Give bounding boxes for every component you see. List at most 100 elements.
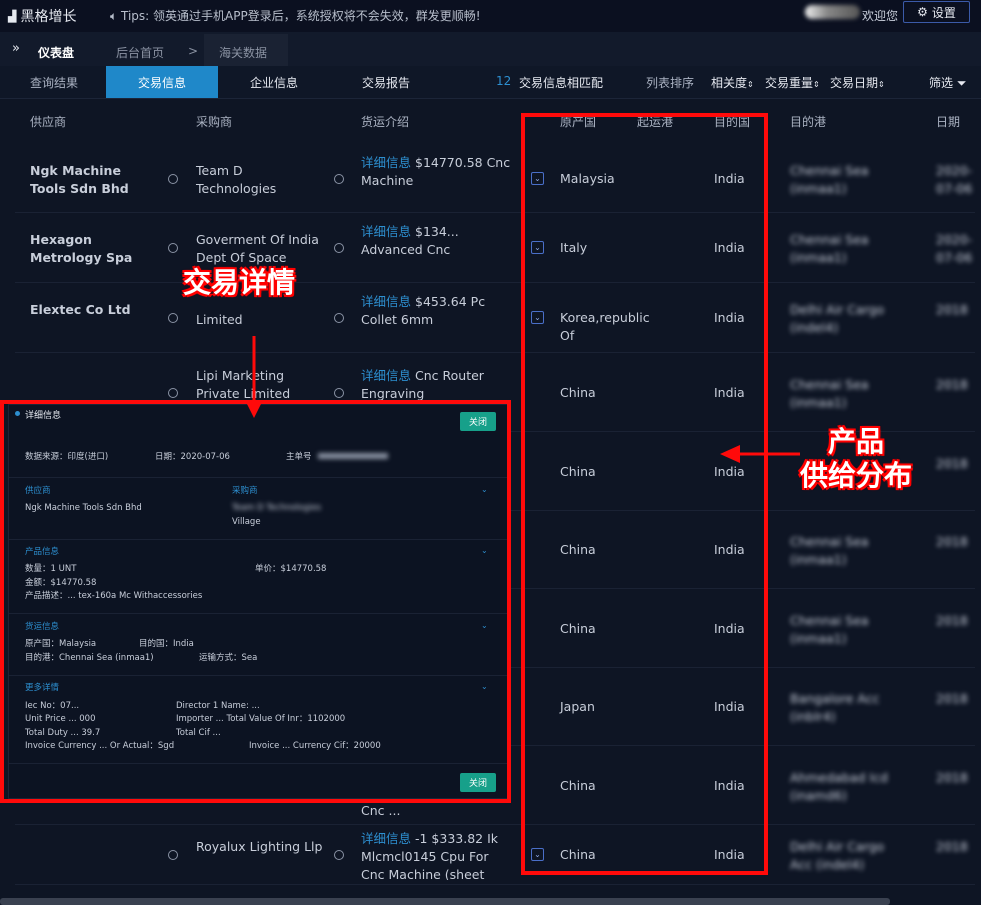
sort-icon: ⇕ xyxy=(878,80,885,89)
destination-country: 目的国：India xyxy=(139,639,194,649)
search-icon[interactable] xyxy=(334,850,344,860)
origin-country: China xyxy=(560,463,596,479)
table-row[interactable] xyxy=(15,746,975,825)
search-icon[interactable] xyxy=(334,243,344,253)
tab-company-info[interactable]: 企业信息 xyxy=(249,75,298,90)
arrow-left-head xyxy=(720,445,740,463)
speaker-icon: 🔈︎ xyxy=(110,9,122,23)
breadcrumb-separator: > xyxy=(188,44,199,58)
buyer-name[interactable]: Goverment Of India Dept Of Space xyxy=(196,232,319,265)
expand-row-icon[interactable]: ⌄ xyxy=(531,311,544,324)
shipment-description: $453.64 Pc Collet 6mm xyxy=(361,294,486,327)
more-iec: Iec No：07... xyxy=(25,701,80,711)
search-icon[interactable] xyxy=(168,850,178,860)
horizontal-scrollbar[interactable] xyxy=(0,898,890,905)
filter-button[interactable]: 筛选 ⏷ xyxy=(929,74,966,91)
destination-country: India xyxy=(714,240,745,255)
chevron-down-icon[interactable]: ⌄ xyxy=(481,682,488,691)
destination-country: India xyxy=(714,620,745,636)
amount: 金额：$14770.58 xyxy=(25,578,97,588)
search-icon[interactable] xyxy=(334,313,344,323)
sort-date[interactable]: 交易日期⇕ xyxy=(830,74,885,91)
query-result-label: 查询结果 xyxy=(30,76,79,90)
detail-link[interactable]: 详细信息 xyxy=(361,831,412,846)
close-button-bottom[interactable]: 关闭 xyxy=(460,773,496,792)
detail-link[interactable]: 详细信息 xyxy=(361,224,412,239)
tips-banner: 🔈︎ Tips: 领英通过手机APP登录后，系统授权将不会失效，群发更顺畅! xyxy=(110,7,481,24)
divider xyxy=(9,539,509,540)
divider xyxy=(9,675,509,676)
buyer-name[interactable]: Limited xyxy=(196,312,243,327)
buyer-name[interactable]: Lipi Marketing Private Limited xyxy=(196,367,291,401)
destination-country: India xyxy=(714,171,745,186)
logo[interactable]: ▟ 黑格增长 xyxy=(8,6,76,26)
dot-icon xyxy=(15,411,20,416)
destination-port: Chennai Sea (inmaa1) xyxy=(790,163,869,196)
sort-relevance[interactable]: 相关度⇕ xyxy=(711,74,754,91)
search-icon[interactable] xyxy=(334,174,344,184)
chevron-down-icon[interactable]: ⌄ xyxy=(481,621,488,630)
product-description: 产品描述：... tex-160a Mc Withaccessories xyxy=(25,591,203,601)
buyer-name[interactable]: Team D Technologies xyxy=(196,163,277,196)
header-origin: 原产国 xyxy=(560,115,597,129)
detail-link[interactable]: 详细信息 xyxy=(361,294,412,309)
detail-link[interactable]: 详细信息 xyxy=(361,155,412,170)
more-total-duty: Total Duty ... 39.7 xyxy=(25,728,101,738)
avatar[interactable] xyxy=(805,5,860,19)
dashboard-link[interactable]: 仪表盘 xyxy=(38,46,75,60)
supplier-name[interactable]: Elextec Co Ltd xyxy=(30,302,131,317)
destination-port: Bangalore Acc (inblr4) xyxy=(790,691,880,724)
source-value: 印度(进口) xyxy=(67,452,109,462)
tab-trade-info[interactable]: 交易信息 xyxy=(106,66,218,98)
table-row[interactable] xyxy=(15,213,975,283)
expand-row-icon[interactable]: ⌄ xyxy=(531,241,544,254)
destination-port: Ahmedabad Icd (inamd6) xyxy=(790,769,888,803)
expand-row-icon[interactable]: ⌄ xyxy=(531,172,544,185)
trade-date: 2018 xyxy=(936,455,968,471)
origin-country: China xyxy=(560,542,596,557)
bill-value-blurred xyxy=(317,453,388,459)
destination-port: Delhi Air Cargo (indel4) xyxy=(790,302,885,335)
gear-icon: ⚙ xyxy=(917,5,928,19)
supplier-value: Ngk Machine Tools Sdn Bhd xyxy=(25,503,142,513)
more-importer: Importer ... Total Value Of Inr：1102000 xyxy=(176,714,346,724)
close-button-top[interactable]: 关闭 xyxy=(460,412,496,431)
more-heading: 更多详情 xyxy=(25,683,60,693)
destination-port: Chennai Sea (inmaa1) xyxy=(790,232,869,265)
detail-link[interactable]: 详细信息 xyxy=(361,367,412,383)
sort-weight[interactable]: 交易重量⇕ xyxy=(765,74,820,91)
breadcrumb-customs-data[interactable]: 海关数据 xyxy=(219,46,268,60)
search-icon[interactable] xyxy=(168,243,178,253)
bill-label: 主单号 xyxy=(286,452,312,462)
more-invoice-cif: Invoice ... Currency Cif：20000 xyxy=(249,741,381,751)
buyer-name[interactable]: Royalux Lighting Llp xyxy=(196,839,323,854)
sort-relevance-label: 相关度 xyxy=(711,76,748,90)
supplier-name[interactable]: Ngk Machine Tools Sdn Bhd xyxy=(30,163,129,196)
date-value: 2020-07-06 xyxy=(180,452,230,462)
origin-country: Italy xyxy=(560,240,588,255)
shipping-heading: 货运信息 xyxy=(25,622,60,632)
search-icon[interactable] xyxy=(168,387,178,398)
divider xyxy=(9,477,509,478)
expand-row-icon[interactable]: ⌄ xyxy=(531,848,544,861)
chevron-down-icon[interactable]: ⌄ xyxy=(481,485,488,494)
divider xyxy=(9,613,509,614)
search-icon[interactable] xyxy=(168,313,178,323)
settings-button[interactable]: ⚙ 设置 xyxy=(903,1,970,23)
shipment-description: Cnc Router Engraving xyxy=(361,367,484,401)
match-count: 12 xyxy=(496,74,512,88)
sort-date-label: 交易日期 xyxy=(830,76,879,90)
trade-date: 2020-07-06 xyxy=(936,163,973,196)
chevron-down-icon[interactable]: ⌄ xyxy=(481,546,488,555)
search-icon[interactable] xyxy=(334,387,344,398)
tab-trade-report[interactable]: 交易报告 xyxy=(361,75,410,90)
expand-menu-icon[interactable]: » xyxy=(12,41,20,56)
search-icon[interactable] xyxy=(168,174,178,184)
table-row[interactable] xyxy=(15,825,975,885)
table-row[interactable] xyxy=(15,145,975,213)
breadcrumb-home[interactable]: 后台首页 xyxy=(116,46,165,60)
settings-label: 设置 xyxy=(931,5,956,20)
table-row[interactable] xyxy=(15,283,975,353)
supplier-name[interactable]: Hexagon Metrology Spa xyxy=(30,232,133,265)
